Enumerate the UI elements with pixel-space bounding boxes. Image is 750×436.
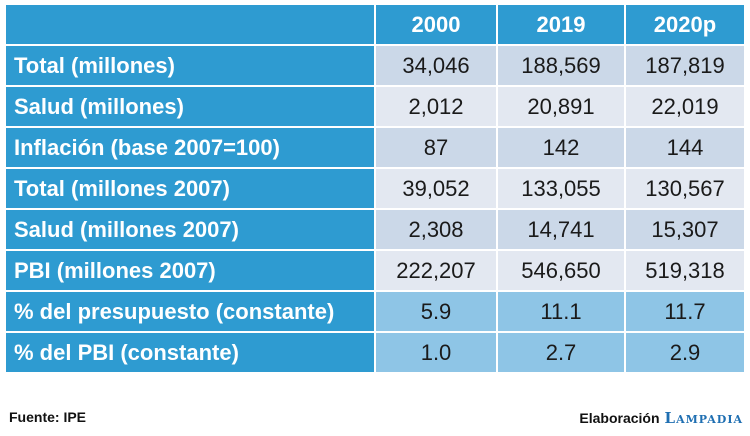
table-cell: 222,207	[376, 251, 496, 290]
row-label: % del presupuesto (constante)	[6, 292, 374, 331]
table-cell: 2.7	[498, 333, 624, 372]
row-label: Salud (millones 2007)	[6, 210, 374, 249]
table-cell: 39,052	[376, 169, 496, 208]
row-label: PBI (millones 2007)	[6, 251, 374, 290]
header-corner	[6, 5, 374, 44]
table-cell: 5.9	[376, 292, 496, 331]
table-cell: 188,569	[498, 46, 624, 85]
table-cell: 142	[498, 128, 624, 167]
table-cell: 2,308	[376, 210, 496, 249]
table-cell: 546,650	[498, 251, 624, 290]
table-cell: 519,318	[626, 251, 744, 290]
table-cell: 2.9	[626, 333, 744, 372]
row-label: Total (millones 2007)	[6, 169, 374, 208]
budget-table: 2000 2019 2020p Total (millones) 34,046 …	[4, 3, 746, 374]
table-cell: 11.1	[498, 292, 624, 331]
row-label: % del PBI (constante)	[6, 333, 374, 372]
table-cell: 130,567	[626, 169, 744, 208]
row-label: Inflación (base 2007=100)	[6, 128, 374, 167]
table-row: Total (millones) 34,046 188,569 187,819	[6, 46, 744, 85]
table-cell: 11.7	[626, 292, 744, 331]
table-cell: 1.0	[376, 333, 496, 372]
credit-note: Elaboración Lampadia	[579, 409, 743, 427]
table-cell: 133,055	[498, 169, 624, 208]
source-note: Fuente: IPE	[9, 409, 87, 425]
table-cell: 87	[376, 128, 496, 167]
table-cell: 187,819	[626, 46, 744, 85]
header-year-2020p: 2020p	[626, 5, 744, 44]
table-row-highlight: % del presupuesto (constante) 5.9 11.1 1…	[6, 292, 744, 331]
table-cell: 20,891	[498, 87, 624, 126]
table-row: Inflación (base 2007=100) 87 142 144	[6, 128, 744, 167]
brand-logo: Lampadia	[664, 409, 743, 427]
table-row: Salud (millones) 2,012 20,891 22,019	[6, 87, 744, 126]
table-row: Total (millones 2007) 39,052 133,055 130…	[6, 169, 744, 208]
table-cell: 34,046	[376, 46, 496, 85]
row-label: Salud (millones)	[6, 87, 374, 126]
header-row: 2000 2019 2020p	[6, 5, 744, 44]
table-cell: 15,307	[626, 210, 744, 249]
row-label: Total (millones)	[6, 46, 374, 85]
table-row-highlight: % del PBI (constante) 1.0 2.7 2.9	[6, 333, 744, 372]
table-cell: 144	[626, 128, 744, 167]
header-year-2000: 2000	[376, 5, 496, 44]
table-row: Salud (millones 2007) 2,308 14,741 15,30…	[6, 210, 744, 249]
table-cell: 2,012	[376, 87, 496, 126]
table-cell: 22,019	[626, 87, 744, 126]
table-cell: 14,741	[498, 210, 624, 249]
table-row: PBI (millones 2007) 222,207 546,650 519,…	[6, 251, 744, 290]
header-year-2019: 2019	[498, 5, 624, 44]
credit-label: Elaboración	[579, 410, 660, 426]
